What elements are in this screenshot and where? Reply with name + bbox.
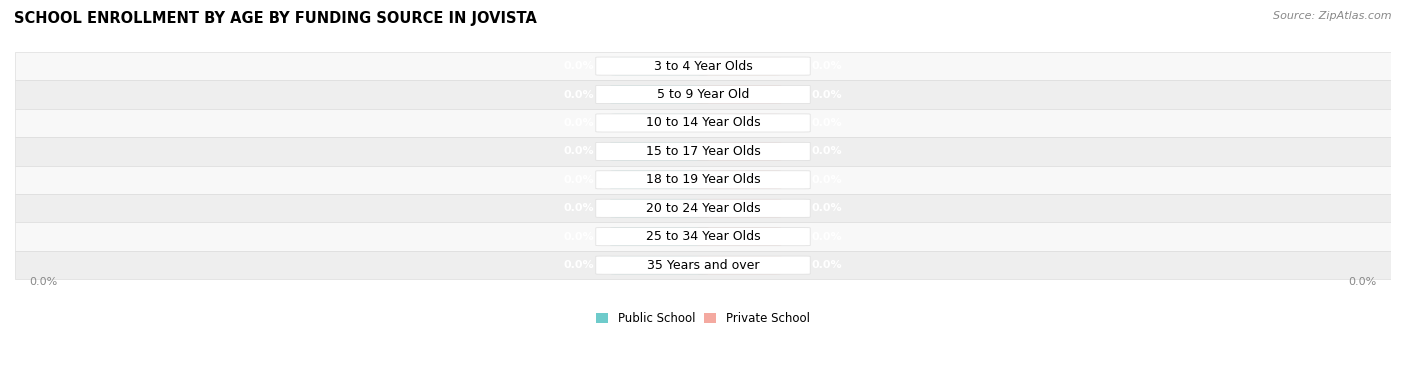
FancyBboxPatch shape xyxy=(610,256,709,274)
Text: 0.0%: 0.0% xyxy=(811,146,842,156)
Text: 0.0%: 0.0% xyxy=(564,90,595,99)
Text: 0.0%: 0.0% xyxy=(564,146,595,156)
FancyBboxPatch shape xyxy=(610,143,709,160)
FancyBboxPatch shape xyxy=(697,199,782,217)
FancyBboxPatch shape xyxy=(596,57,810,75)
Text: 3 to 4 Year Olds: 3 to 4 Year Olds xyxy=(654,60,752,73)
Text: 18 to 19 Year Olds: 18 to 19 Year Olds xyxy=(645,174,761,186)
FancyBboxPatch shape xyxy=(610,199,709,217)
Text: 10 to 14 Year Olds: 10 to 14 Year Olds xyxy=(645,116,761,129)
Text: 35 Years and over: 35 Years and over xyxy=(647,259,759,272)
Bar xyxy=(15,137,1391,166)
Text: 5 to 9 Year Old: 5 to 9 Year Old xyxy=(657,88,749,101)
Bar xyxy=(15,223,1391,251)
Text: 0.0%: 0.0% xyxy=(811,118,842,128)
Text: 20 to 24 Year Olds: 20 to 24 Year Olds xyxy=(645,202,761,215)
FancyBboxPatch shape xyxy=(610,228,709,246)
Bar xyxy=(15,80,1391,109)
FancyBboxPatch shape xyxy=(610,114,709,132)
Text: 25 to 34 Year Olds: 25 to 34 Year Olds xyxy=(645,230,761,243)
FancyBboxPatch shape xyxy=(697,114,782,132)
FancyBboxPatch shape xyxy=(596,114,810,132)
Text: SCHOOL ENROLLMENT BY AGE BY FUNDING SOURCE IN JOVISTA: SCHOOL ENROLLMENT BY AGE BY FUNDING SOUR… xyxy=(14,11,537,26)
Text: 0.0%: 0.0% xyxy=(564,118,595,128)
FancyBboxPatch shape xyxy=(596,256,810,274)
FancyBboxPatch shape xyxy=(596,228,810,246)
FancyBboxPatch shape xyxy=(697,57,782,75)
FancyBboxPatch shape xyxy=(610,171,709,189)
FancyBboxPatch shape xyxy=(596,199,810,217)
FancyBboxPatch shape xyxy=(610,57,709,75)
FancyBboxPatch shape xyxy=(596,143,810,160)
Legend: Public School, Private School: Public School, Private School xyxy=(593,310,813,328)
Text: 0.0%: 0.0% xyxy=(564,61,595,71)
FancyBboxPatch shape xyxy=(610,85,709,104)
Text: 0.0%: 0.0% xyxy=(811,90,842,99)
Text: 0.0%: 0.0% xyxy=(811,175,842,185)
Bar xyxy=(15,251,1391,279)
Bar xyxy=(15,166,1391,194)
FancyBboxPatch shape xyxy=(697,256,782,274)
Text: 0.0%: 0.0% xyxy=(564,232,595,242)
Text: 0.0%: 0.0% xyxy=(564,203,595,213)
Text: 0.0%: 0.0% xyxy=(811,232,842,242)
Text: 0.0%: 0.0% xyxy=(811,203,842,213)
Text: 0.0%: 0.0% xyxy=(564,175,595,185)
Text: 0.0%: 0.0% xyxy=(30,277,58,287)
Text: 0.0%: 0.0% xyxy=(564,260,595,270)
FancyBboxPatch shape xyxy=(697,171,782,189)
FancyBboxPatch shape xyxy=(697,228,782,246)
FancyBboxPatch shape xyxy=(697,143,782,160)
Text: 0.0%: 0.0% xyxy=(811,61,842,71)
Bar xyxy=(15,52,1391,80)
FancyBboxPatch shape xyxy=(596,171,810,189)
Text: 0.0%: 0.0% xyxy=(811,260,842,270)
FancyBboxPatch shape xyxy=(697,85,782,104)
Text: 15 to 17 Year Olds: 15 to 17 Year Olds xyxy=(645,145,761,158)
Bar xyxy=(15,194,1391,223)
FancyBboxPatch shape xyxy=(596,85,810,104)
Text: Source: ZipAtlas.com: Source: ZipAtlas.com xyxy=(1274,11,1392,21)
Bar xyxy=(15,109,1391,137)
Text: 0.0%: 0.0% xyxy=(1348,277,1376,287)
